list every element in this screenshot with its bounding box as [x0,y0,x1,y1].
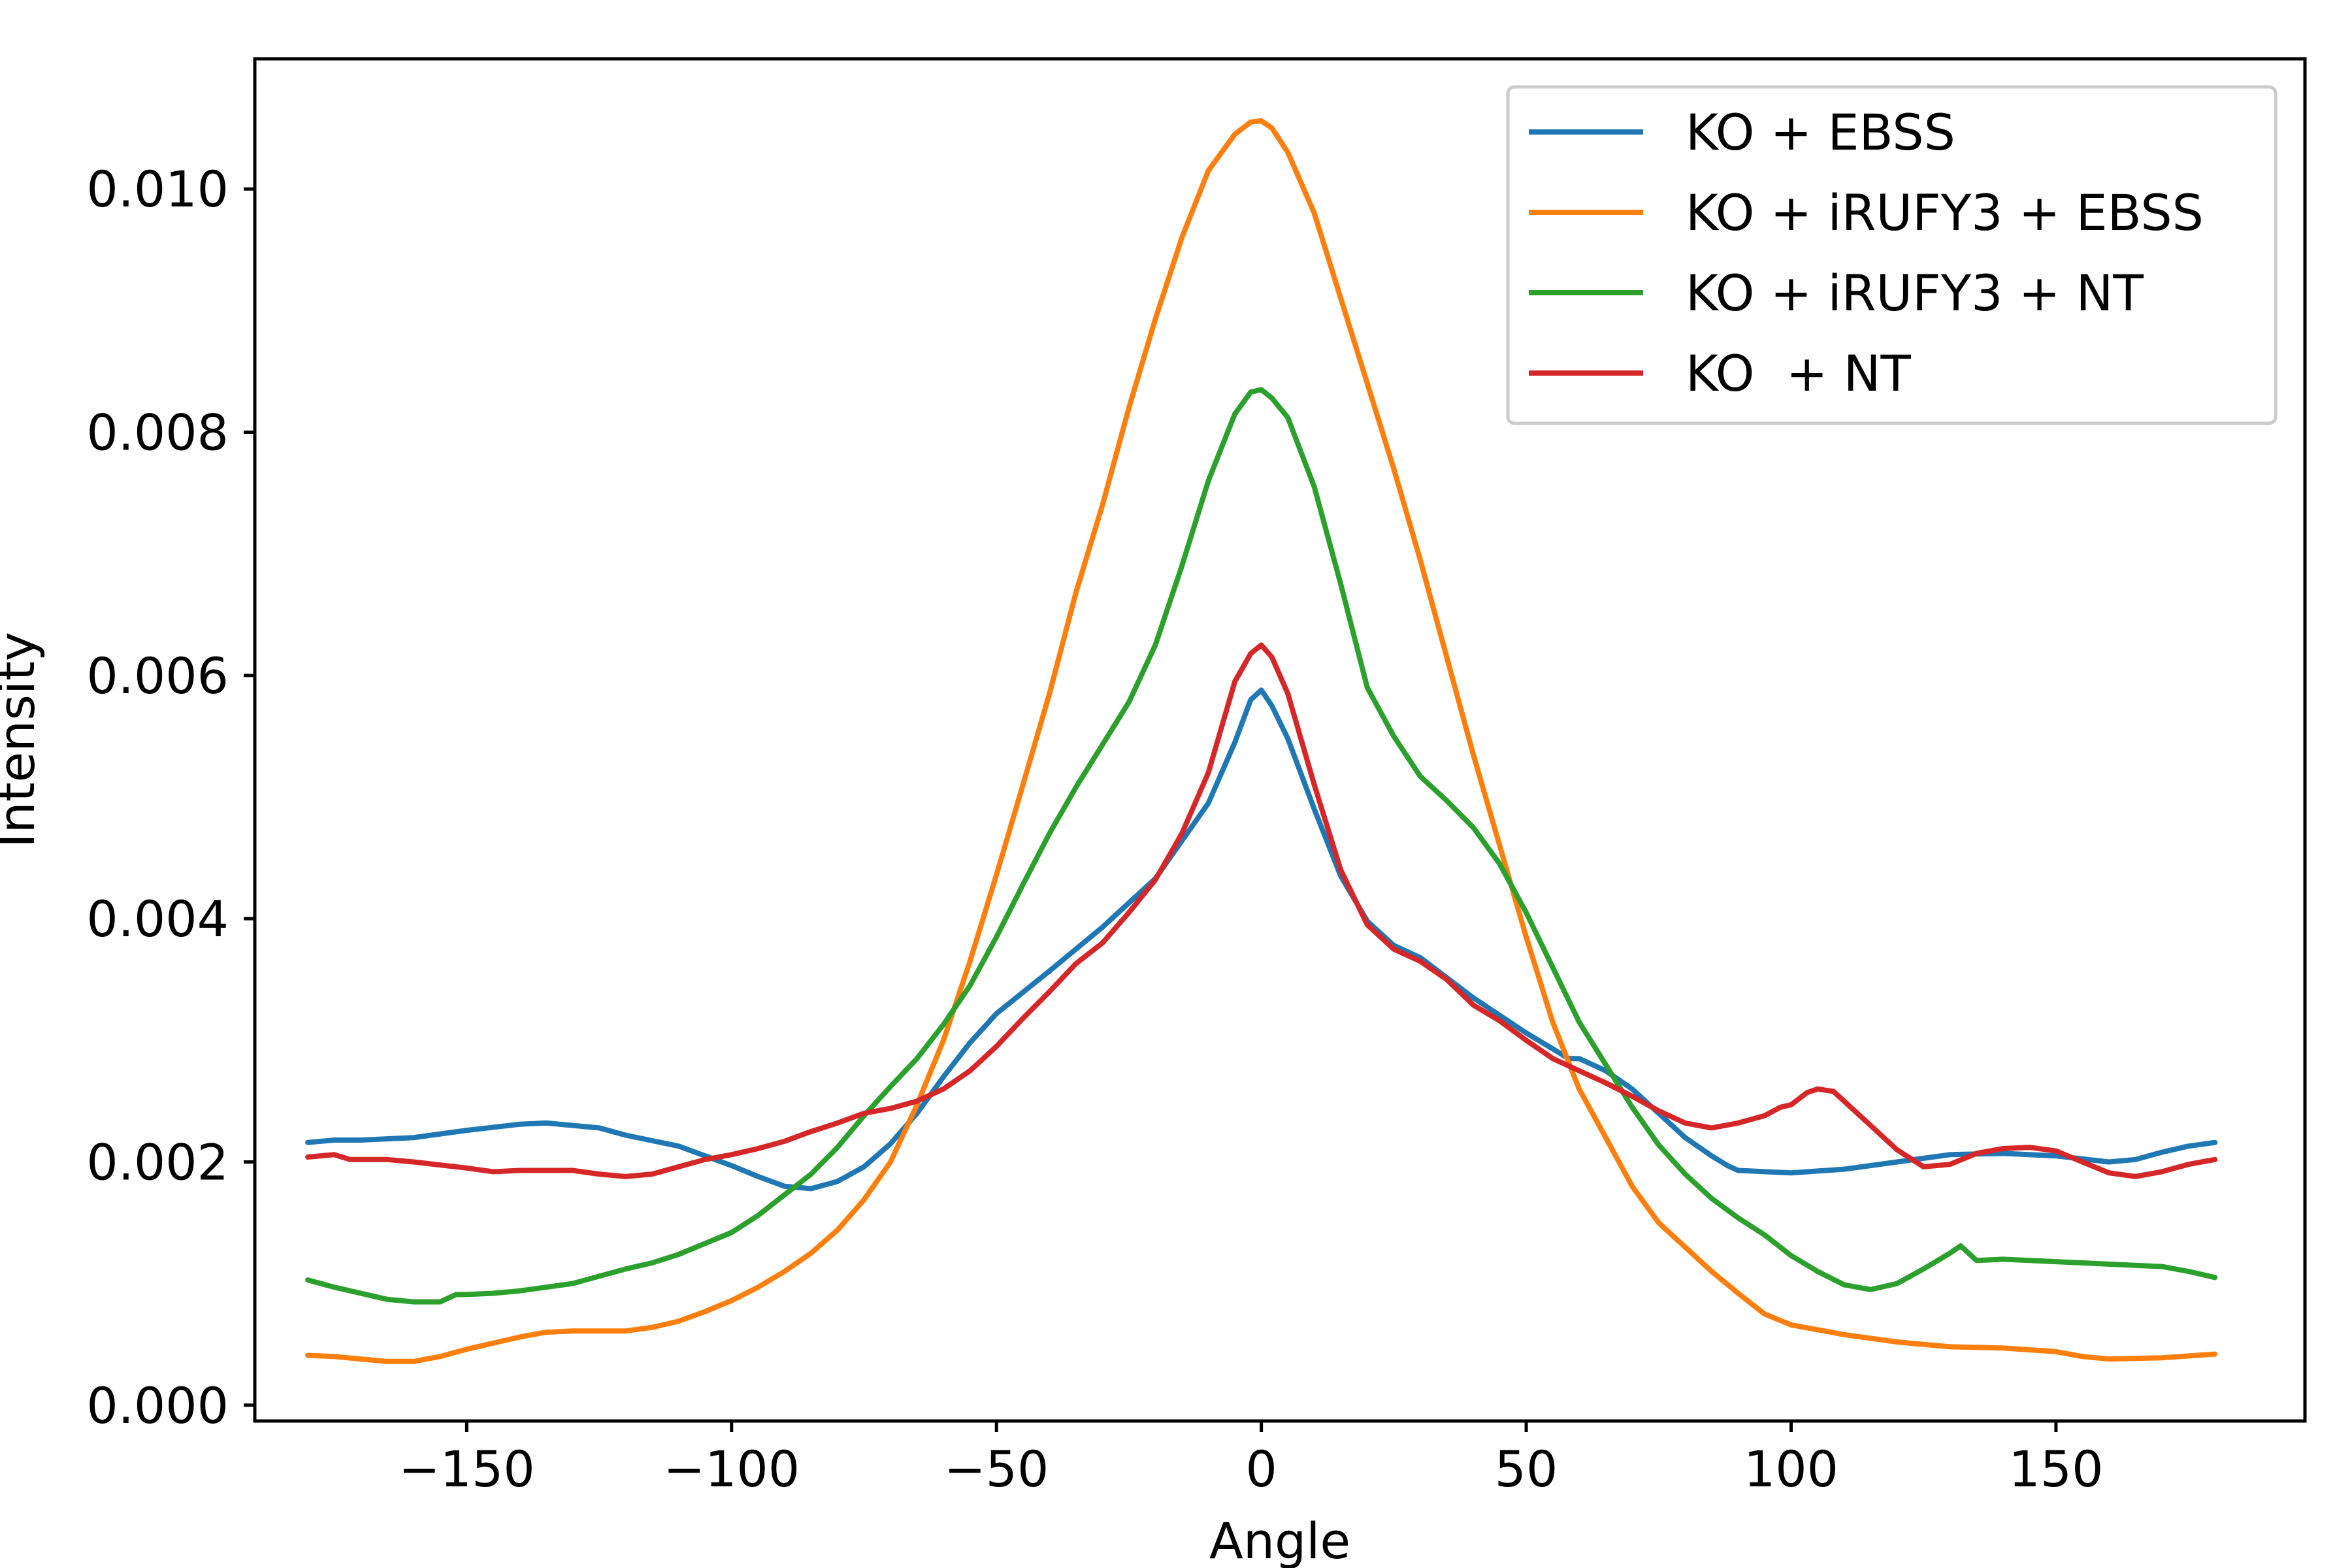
y-tick-label: 0.004 [86,890,229,948]
legend-label-4: KO + NT [1686,344,1912,402]
y-tick-label: 0.010 [86,160,229,218]
x-tick-label: 100 [1744,1440,1838,1498]
x-tick-label: 150 [2008,1440,2103,1498]
legend: KO + EBSS KO + iRUFY3 + EBSS KO + iRUFY3 +… [1506,85,2278,425]
legend-box [1506,85,2278,425]
series-line-2 [305,118,2218,1364]
series-line-3 [305,387,2218,1305]
y-tick-label: 0.002 [86,1133,229,1191]
legend-label-1: KO + EBSS [1686,103,1955,161]
x-tick-label: −50 [944,1440,1049,1498]
series-line-1 [305,687,2218,1192]
x-axis-label: Angle [1209,1512,1350,1568]
x-tick-label: 0 [1245,1440,1277,1498]
plot-frame [253,57,2307,1423]
y-tick-label: 0.000 [86,1377,229,1435]
legend-label-3: KO + iRUFY3 + NT [1686,264,2144,322]
series-line-4 [305,642,2218,1179]
x-tick-label: 50 [1495,1440,1558,1498]
x-tick-label: −100 [663,1440,800,1498]
axes-layer: −150 −100 −50 0 50 100 150 0.000 0.002 0.004 0.006… [86,57,2307,1498]
y-axis-label: Intensity [0,632,46,848]
x-tick-label: −150 [399,1440,535,1498]
y-tick-label: 0.006 [86,647,229,705]
y-tick-label: 0.008 [86,404,229,462]
series-layer [305,118,2218,1364]
legend-label-2: KO + iRUFY3 + EBSS [1686,184,2204,242]
